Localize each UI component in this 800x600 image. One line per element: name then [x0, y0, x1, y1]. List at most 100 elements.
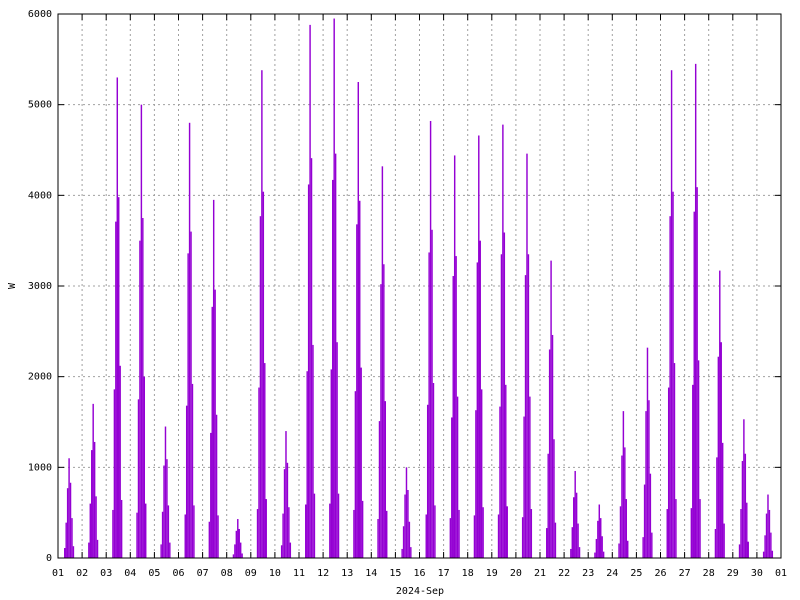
bar [502, 124, 504, 558]
bar [354, 391, 357, 558]
bar [356, 224, 358, 558]
bar [480, 389, 483, 558]
bar [426, 404, 429, 558]
bar [643, 484, 646, 558]
y-tick-label: 0 [46, 553, 52, 564]
bar [405, 467, 408, 558]
bar [333, 18, 335, 559]
bar [428, 252, 430, 558]
bar [383, 264, 385, 558]
y-tick-label: 1000 [28, 462, 52, 473]
bar [65, 522, 67, 558]
bar [503, 232, 506, 559]
bar [386, 510, 388, 558]
bar [353, 509, 355, 558]
bar [719, 270, 721, 558]
bar [651, 532, 653, 558]
x-tick-label: 04 [124, 568, 136, 579]
bar [232, 554, 235, 558]
bar [571, 527, 574, 558]
bar [530, 509, 533, 558]
bar [577, 523, 579, 558]
x-tick-label: 03 [100, 568, 112, 579]
bar [306, 371, 308, 558]
bar [499, 406, 501, 558]
bar [288, 507, 290, 558]
x-tick-label: 18 [462, 568, 474, 579]
bar [670, 70, 673, 559]
bar [600, 518, 602, 558]
bar [667, 387, 670, 558]
bar [527, 254, 530, 558]
bar [570, 548, 572, 558]
bar [553, 439, 555, 558]
bar [360, 367, 362, 558]
bar [476, 262, 479, 558]
x-tick-label: 01 [775, 568, 787, 579]
bar [89, 503, 92, 558]
bar [546, 528, 548, 558]
bar [66, 488, 69, 558]
bar [215, 414, 218, 558]
bar [762, 551, 765, 558]
bar [289, 542, 292, 558]
bar [402, 526, 405, 558]
bar [497, 514, 500, 558]
bar [692, 384, 694, 558]
bar [521, 517, 524, 558]
bar [91, 450, 93, 558]
bar [140, 104, 143, 559]
y-axis-label: W [7, 282, 18, 289]
x-tick-label: 01 [52, 568, 64, 579]
x-tick-label: 16 [413, 568, 425, 579]
bar [239, 542, 242, 558]
bar [738, 544, 741, 558]
bar [714, 528, 717, 558]
bar [113, 389, 116, 558]
bar [717, 356, 720, 558]
bar [163, 465, 165, 558]
bar [768, 509, 771, 558]
bar [694, 63, 697, 558]
bar [234, 544, 236, 558]
bar [765, 513, 768, 558]
bar [210, 432, 212, 558]
bar [310, 158, 313, 558]
bar [88, 542, 90, 558]
bar [578, 547, 581, 558]
bar [645, 411, 647, 558]
bar [431, 229, 433, 558]
x-tick-label: 28 [703, 568, 715, 579]
bar [336, 342, 338, 558]
bar [330, 369, 333, 558]
bar [404, 494, 406, 558]
bar [119, 365, 121, 558]
x-tick-label: 07 [197, 568, 209, 579]
bar [136, 512, 138, 558]
bar [401, 548, 403, 558]
bar [597, 520, 599, 558]
bar [282, 513, 284, 558]
bar [696, 187, 698, 558]
bar [190, 231, 192, 558]
bar [187, 253, 189, 559]
x-tick-label: 25 [630, 568, 642, 579]
x-tick-label: 13 [341, 568, 353, 579]
bar [285, 431, 287, 558]
bar [237, 519, 239, 558]
bar [646, 347, 649, 558]
bar [217, 515, 219, 558]
bar [93, 441, 96, 558]
bar [716, 457, 718, 558]
x-tick-label: 27 [679, 568, 691, 579]
bar [770, 532, 772, 558]
bar [329, 503, 331, 558]
bar [313, 493, 316, 558]
bar [554, 522, 557, 558]
x-tick-label: 02 [76, 568, 88, 579]
bar [478, 135, 480, 558]
bar [479, 240, 481, 558]
bar [238, 528, 240, 558]
bar [164, 426, 167, 558]
bar [380, 284, 382, 558]
